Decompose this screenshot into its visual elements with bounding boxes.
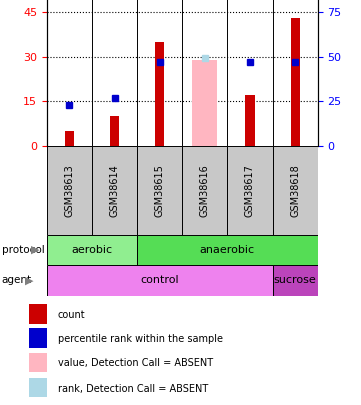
Text: value, Detection Call = ABSENT: value, Detection Call = ABSENT bbox=[58, 358, 213, 369]
Bar bbox=[65, 131, 74, 146]
Bar bbox=[47, 235, 137, 265]
Bar bbox=[245, 95, 255, 146]
Bar bbox=[137, 235, 318, 265]
Bar bbox=[29, 305, 47, 324]
Bar bbox=[182, 146, 227, 235]
Text: ▶: ▶ bbox=[25, 275, 33, 286]
Text: ▶: ▶ bbox=[31, 245, 39, 255]
Bar bbox=[29, 352, 47, 372]
Text: agent: agent bbox=[2, 275, 32, 286]
Text: GSM38613: GSM38613 bbox=[65, 164, 74, 217]
Text: aerobic: aerobic bbox=[71, 245, 113, 255]
Bar bbox=[273, 265, 318, 296]
Text: count: count bbox=[58, 310, 86, 320]
Text: rank, Detection Call = ABSENT: rank, Detection Call = ABSENT bbox=[58, 384, 208, 394]
Text: GSM38617: GSM38617 bbox=[245, 164, 255, 217]
Bar bbox=[227, 146, 273, 235]
Text: control: control bbox=[140, 275, 179, 286]
Text: percentile rank within the sample: percentile rank within the sample bbox=[58, 335, 223, 344]
Bar bbox=[29, 377, 47, 397]
Bar bbox=[273, 146, 318, 235]
Bar bbox=[110, 116, 119, 146]
Text: GSM38615: GSM38615 bbox=[155, 164, 165, 217]
Bar bbox=[155, 42, 164, 146]
Bar bbox=[92, 146, 137, 235]
Text: sucrose: sucrose bbox=[274, 275, 317, 286]
Bar bbox=[47, 265, 273, 296]
Bar bbox=[137, 146, 182, 235]
Text: GSM38614: GSM38614 bbox=[110, 164, 119, 217]
Bar bbox=[291, 18, 300, 146]
Bar bbox=[192, 60, 217, 146]
Bar bbox=[47, 146, 92, 235]
Bar bbox=[29, 328, 47, 348]
Text: anaerobic: anaerobic bbox=[200, 245, 255, 255]
Text: GSM38618: GSM38618 bbox=[290, 164, 300, 217]
Text: protocol: protocol bbox=[2, 245, 44, 255]
Text: GSM38616: GSM38616 bbox=[200, 164, 210, 217]
